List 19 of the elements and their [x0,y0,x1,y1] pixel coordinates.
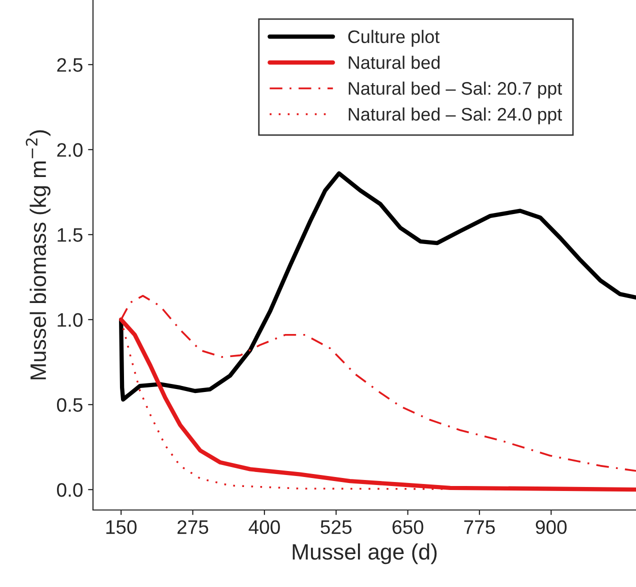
y-tick-label: 1.0 [58,313,83,327]
x-tick-label: 775 [464,520,495,534]
y-tick-label: 0.5 [57,398,82,412]
x-tick-label: 650 [392,520,424,534]
x-tick-label: 900 [536,520,567,534]
y-tick-label: 1.5 [58,228,82,242]
legend-label: Natural bed – Sal: 24.0 ppt [348,107,562,124]
y-tick-label: 2.5 [57,58,82,72]
x-tick-label: 150 [106,520,137,534]
legend-label: Culture plot [348,30,440,47]
x-tick-label: 525 [320,520,352,534]
x-axis-title: Mussel age (d) [292,543,437,564]
y-tick-label: 0.0 [57,483,83,497]
x-tick-label: 275 [178,520,208,534]
y-axis-title: Mussel biomass (kg m$^{−2}$) [26,130,50,380]
legend-label: Natural bed – Sal: 20.7 ppt [348,82,562,98]
x-tick-label: 400 [248,520,280,534]
legend-label: Natural bed [348,56,440,69]
y-tick-label: 2.0 [57,143,83,157]
